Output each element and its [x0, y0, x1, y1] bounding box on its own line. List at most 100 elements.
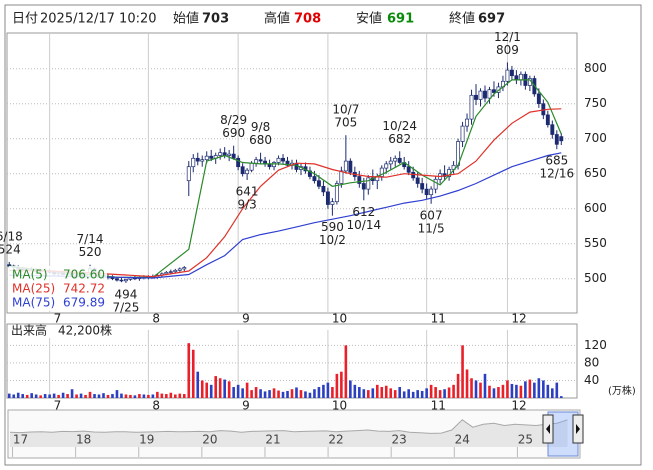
volume-bar — [290, 389, 294, 398]
y-tick-label: 600 — [584, 201, 607, 215]
candle-body — [424, 188, 429, 196]
volume-bar — [263, 391, 267, 398]
annotation-date: 10/2 — [319, 233, 346, 247]
volume-bar — [429, 384, 433, 398]
y-tick-label: 750 — [584, 96, 607, 110]
volume-bar — [277, 390, 280, 398]
y-tick-label: 120 — [584, 338, 607, 352]
volume-bar — [551, 388, 554, 398]
candle-body — [348, 160, 353, 173]
volume-bar — [375, 384, 379, 398]
volume-bar — [492, 388, 496, 398]
x-tick-label: 7 — [54, 399, 62, 413]
volume-bar — [57, 394, 60, 398]
high: 708 — [294, 12, 321, 27]
volume-bar — [510, 383, 514, 398]
volume-bar — [25, 394, 29, 398]
volume-bar — [349, 380, 352, 398]
candle-body — [406, 166, 411, 173]
volume-bar — [555, 382, 559, 398]
volume-bar — [182, 394, 186, 398]
candle-body — [343, 160, 348, 172]
x-tick-label: 10 — [332, 399, 347, 413]
volume-bar — [209, 384, 213, 398]
candle-body — [168, 271, 173, 273]
annotation-value: 809 — [496, 43, 519, 57]
volume-bar — [227, 381, 231, 398]
legend-name: MA(25) — [12, 282, 55, 296]
candle-body — [474, 94, 478, 100]
high-label: 高値 — [264, 11, 290, 27]
annotation-value: 641 — [236, 185, 259, 199]
volume-bar — [124, 394, 128, 398]
close-label: 終値 — [449, 11, 475, 27]
annotation-value: 607 — [420, 208, 443, 222]
candle-body — [469, 94, 474, 120]
volume-bar — [88, 391, 92, 398]
volume-bar — [537, 378, 541, 398]
volume-bar — [443, 389, 446, 398]
x-tick-label: 9 — [242, 399, 250, 413]
y-tick-label: 700 — [584, 131, 607, 145]
candle-body — [397, 157, 402, 163]
volume-bar — [438, 390, 442, 398]
navigator-label: 23 — [392, 433, 407, 447]
volume-bar — [533, 382, 536, 398]
volume-bar — [165, 394, 168, 398]
volume-bar — [191, 349, 195, 398]
candle-body — [411, 171, 416, 179]
candle-body — [123, 279, 128, 282]
annotation-value: 705 — [334, 116, 357, 130]
candle-body — [245, 169, 250, 175]
navigator-label: 17 — [13, 433, 28, 447]
candle-body — [119, 279, 124, 282]
candle-body — [393, 157, 398, 162]
legend-box — [9, 266, 107, 311]
volume-bar — [317, 387, 321, 398]
candle-body — [204, 155, 209, 161]
candle-body — [258, 159, 263, 162]
volume-bar — [138, 394, 141, 398]
candle-body — [429, 188, 434, 196]
volume-bar — [30, 393, 33, 398]
annotation-value: 494 — [114, 287, 137, 301]
navigator-label: 25 — [518, 433, 533, 447]
candle-body — [195, 157, 200, 162]
volume-bar — [398, 387, 402, 398]
x-tick-label: 7 — [54, 312, 62, 326]
candle-body — [164, 272, 169, 275]
volume-bar — [322, 384, 325, 398]
legend-value: 679.89 — [63, 296, 105, 310]
volume-bar — [174, 394, 177, 398]
date-label: 日付 — [12, 12, 38, 27]
volume-bar — [214, 376, 218, 398]
volume-bar — [515, 384, 518, 398]
volume-bar — [447, 387, 451, 398]
candle-body — [321, 185, 326, 193]
volume-bar — [416, 390, 419, 398]
candle-body — [514, 75, 519, 81]
volume-bar — [313, 389, 316, 398]
volume-bar — [21, 394, 25, 398]
candle-body — [128, 277, 133, 280]
volume-bar — [232, 387, 235, 398]
y-tick-label: 40 — [584, 373, 599, 387]
volume-title: 出来高 — [11, 323, 47, 338]
candle-body — [325, 191, 330, 205]
ma-line — [9, 152, 562, 279]
volume-bar — [281, 391, 285, 398]
candle-body — [209, 155, 214, 159]
candle-body — [550, 124, 555, 135]
volume-bar — [456, 373, 460, 398]
annotation-date: 10/14 — [347, 218, 382, 232]
annotation-date: 8/29 — [220, 113, 247, 127]
candle-body — [312, 176, 317, 182]
candle-body — [505, 69, 510, 82]
legend-name: MA(5) — [12, 268, 48, 282]
volume-bar — [129, 394, 132, 398]
volume-bar — [169, 392, 173, 398]
volume-bar — [420, 390, 424, 398]
candle-body — [366, 177, 371, 190]
y-tick-label: 550 — [584, 236, 607, 250]
volume-bar — [559, 396, 563, 398]
